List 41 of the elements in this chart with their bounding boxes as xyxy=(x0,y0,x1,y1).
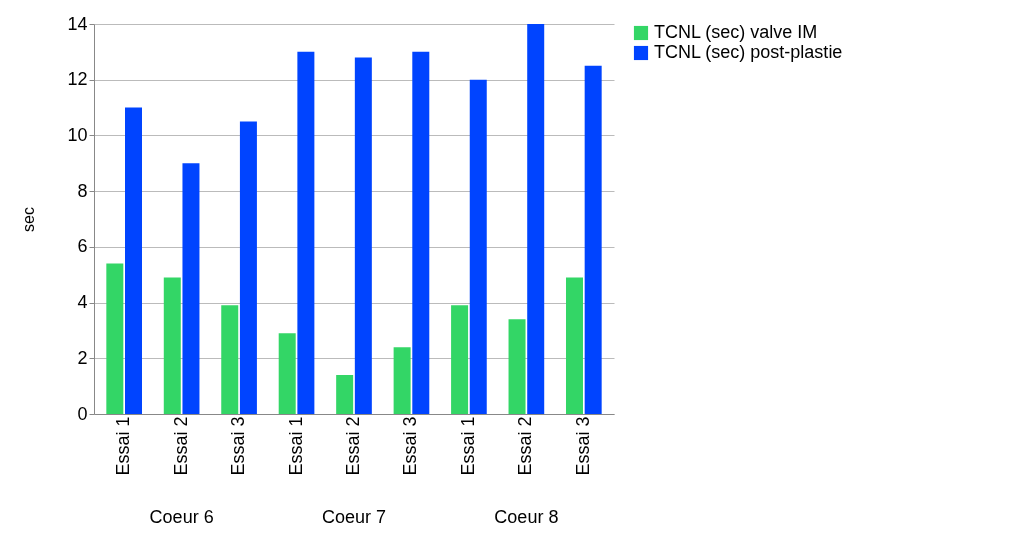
bar xyxy=(125,107,142,414)
x-tick-label: Essai 3 xyxy=(572,416,593,476)
y-tick-label: 12 xyxy=(67,69,88,90)
y-tick-label: 10 xyxy=(67,124,88,145)
x-tick-label: Essai 2 xyxy=(170,416,191,476)
bar xyxy=(566,277,583,414)
bar xyxy=(393,347,411,414)
y-tick-label: 14 xyxy=(67,13,88,34)
bar xyxy=(239,121,257,414)
y-tick-label: 6 xyxy=(77,236,88,257)
y-tick-label: 2 xyxy=(77,347,88,368)
bar xyxy=(336,375,354,414)
bar xyxy=(508,319,526,414)
bar xyxy=(527,24,545,414)
bar xyxy=(182,163,200,414)
text: Coeur 7 xyxy=(321,507,387,527)
x-tick-label: Essai 3 xyxy=(400,416,421,476)
legend-label: TCNL (sec) valve IM xyxy=(654,22,818,42)
bar xyxy=(469,79,487,414)
text: Coeur 8 xyxy=(494,507,559,527)
y-axis-title: sec xyxy=(20,207,38,232)
bar xyxy=(297,51,315,414)
x-tick-label: Essai 1 xyxy=(285,416,306,476)
x-tick-label: Essai 3 xyxy=(228,416,249,476)
legend-label: TCNL (sec) post-plastie xyxy=(654,42,843,62)
x-tick-label: Essai 2 xyxy=(515,416,536,476)
x-tick-label: Essai 1 xyxy=(457,416,478,476)
bar xyxy=(278,333,296,414)
bar xyxy=(163,277,181,414)
bar xyxy=(451,305,469,414)
bar xyxy=(106,263,124,414)
bar xyxy=(412,51,430,414)
bar xyxy=(354,57,372,414)
x-tick-label: Essai 1 xyxy=(113,416,134,476)
y-tick-label: 8 xyxy=(77,180,88,201)
text: Coeur 6 xyxy=(149,507,214,527)
bar xyxy=(221,305,239,414)
y-tick-label: 0 xyxy=(77,403,88,424)
bar xyxy=(584,65,602,414)
y-tick-label: 4 xyxy=(77,292,88,313)
x-tick-label: Essai 2 xyxy=(343,416,363,476)
